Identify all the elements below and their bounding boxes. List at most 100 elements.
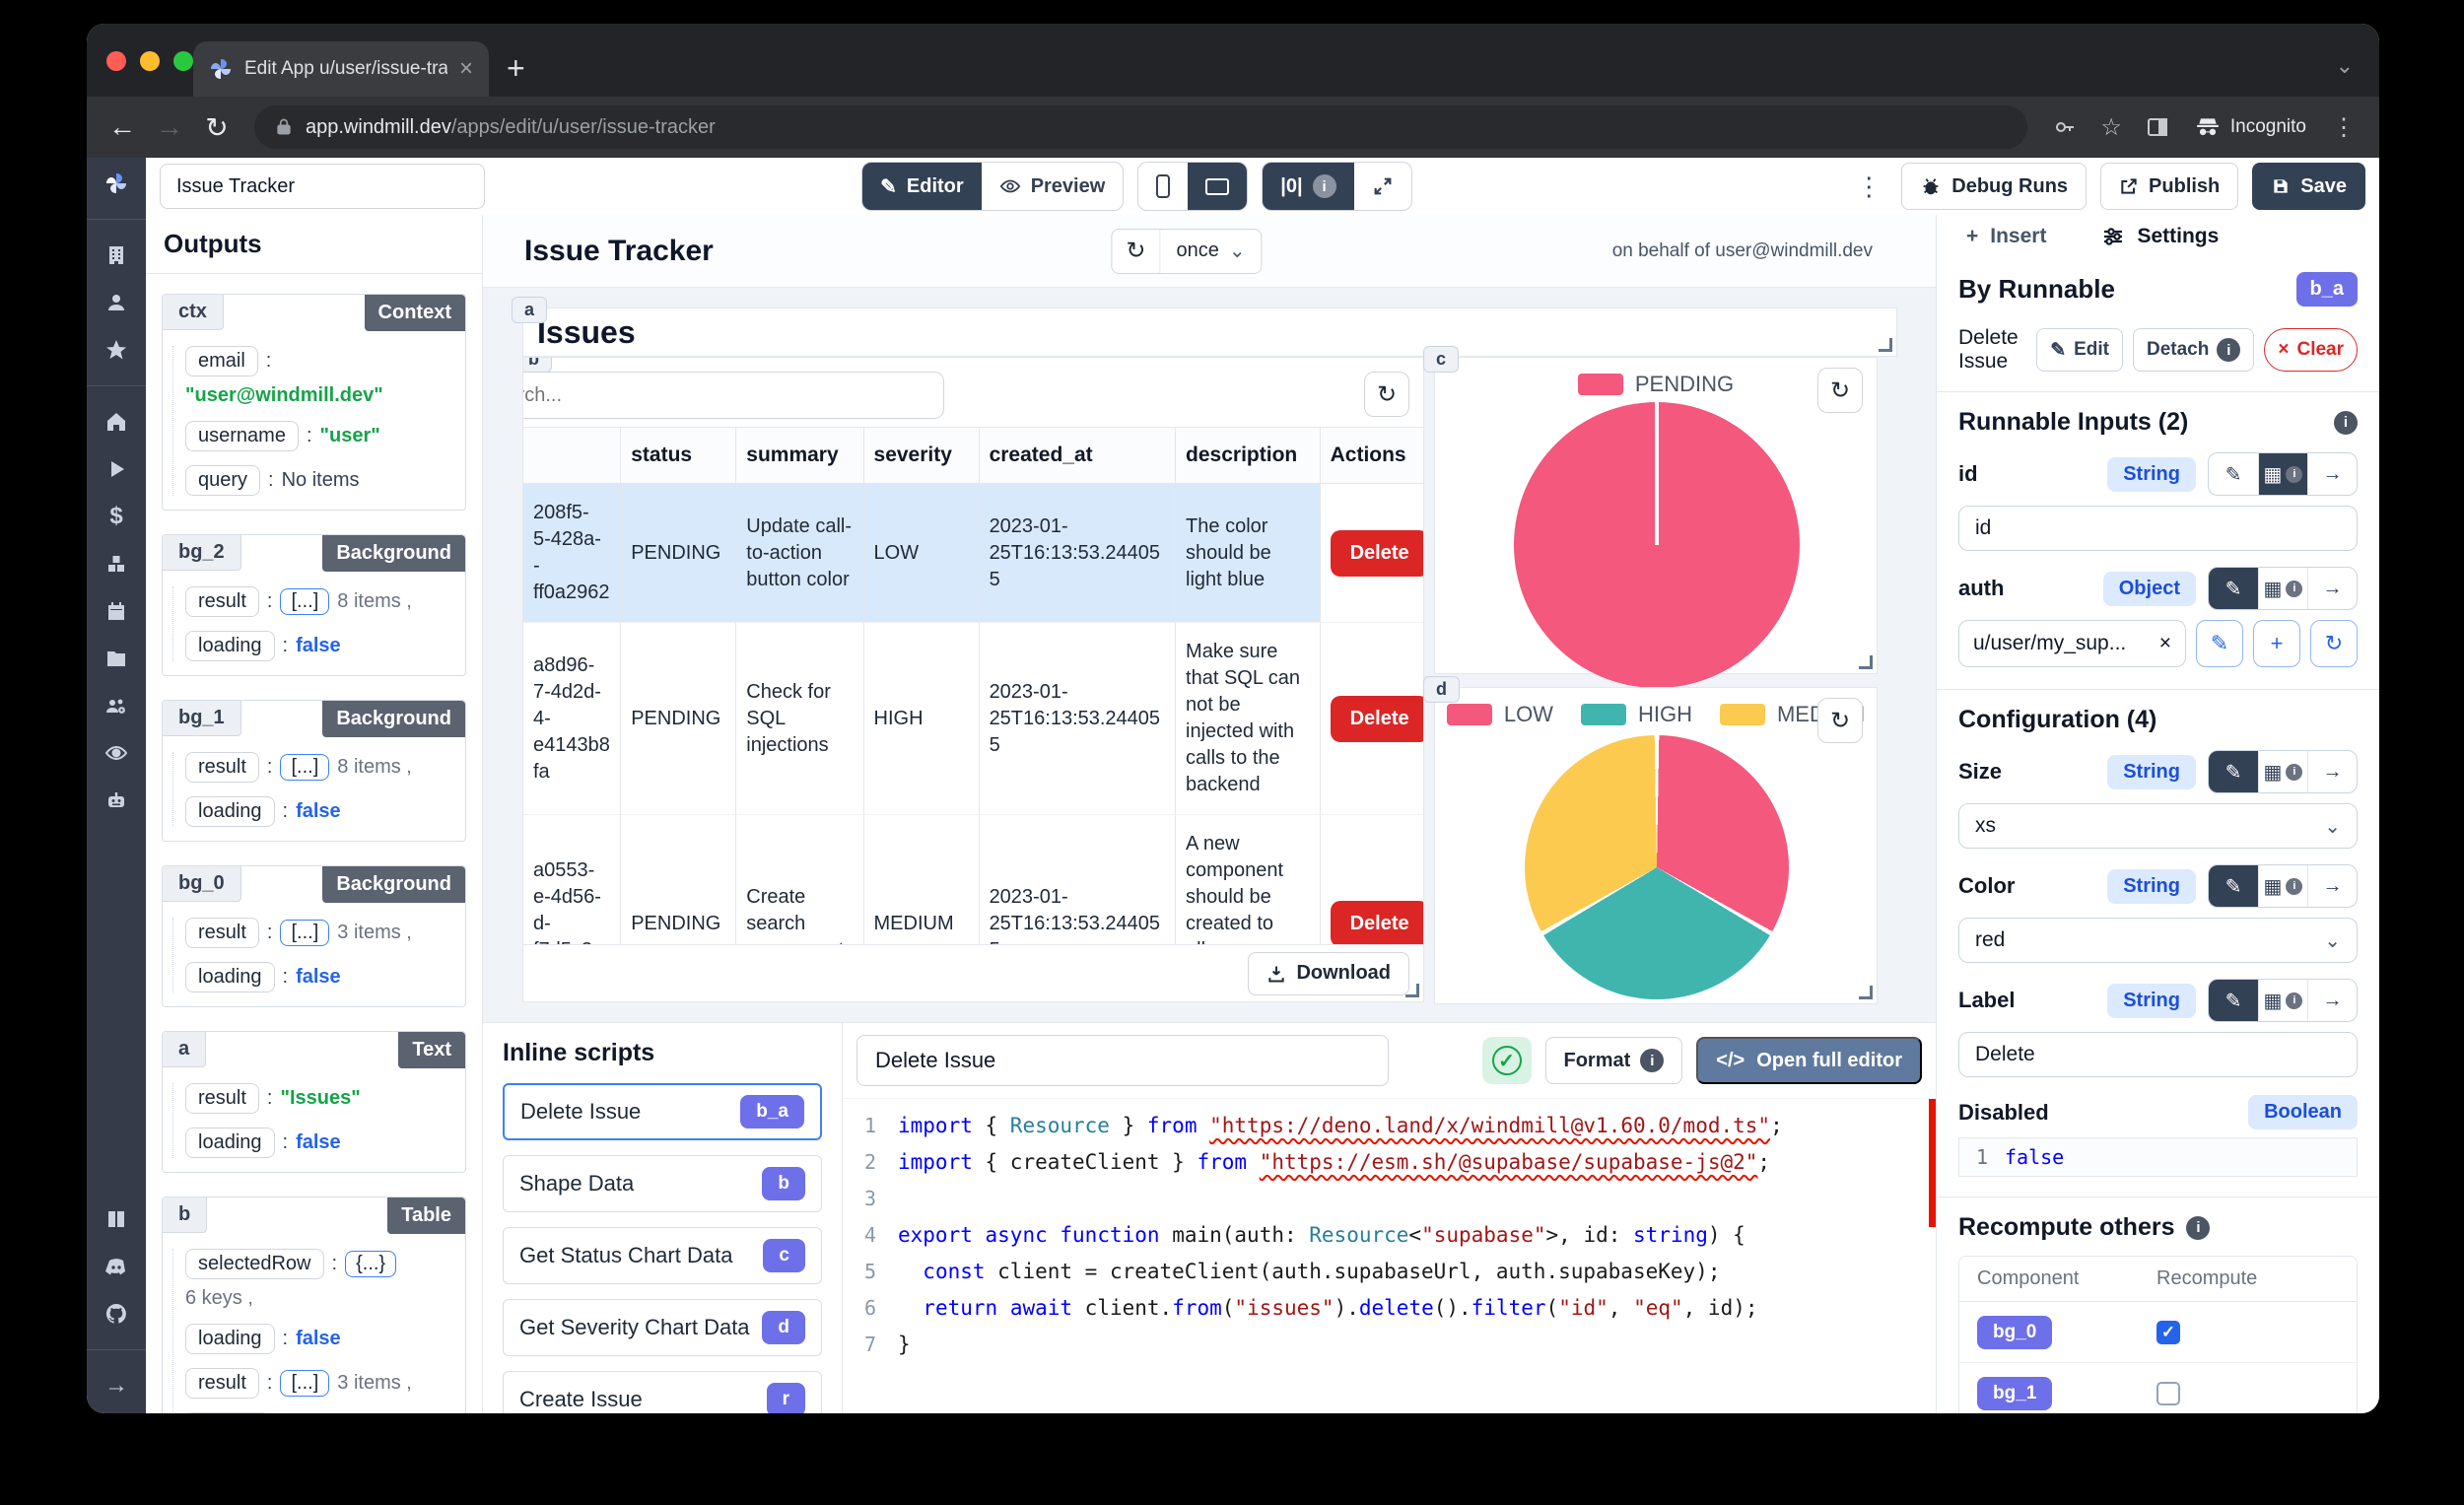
collapse-arrow-icon[interactable]: → (104, 1372, 128, 1399)
browser-menu-kebab-icon[interactable]: ⋮ (2332, 113, 2356, 141)
app-menu-kebab-icon[interactable]: ⋮ (1856, 171, 1882, 201)
table-header-cell[interactable]: summary (735, 427, 864, 484)
runs-play-icon[interactable] (104, 457, 128, 481)
output-key-chip[interactable]: result (185, 1368, 259, 1399)
output-key-chip[interactable]: search (185, 1412, 271, 1413)
table-component-b[interactable]: b ↻ statussummaryseveritycreated_atdescr… (522, 357, 1424, 1002)
recompute-checkbox[interactable] (2156, 1381, 2180, 1405)
maximize-window-button[interactable] (173, 51, 193, 71)
groups-users-icon[interactable] (104, 694, 128, 718)
user-icon[interactable] (104, 291, 128, 314)
pencil-mode-button[interactable]: ✎ (2224, 463, 2242, 486)
publish-button[interactable]: Publish (2100, 163, 2239, 210)
output-component-id[interactable]: bg_2 (163, 535, 241, 571)
inline-script-item[interactable]: Create Issue r (503, 1371, 822, 1413)
window-controls[interactable] (106, 51, 193, 71)
mobile-view-button[interactable] (1138, 163, 1188, 210)
grid-mode-button[interactable]: ▦ i (2258, 980, 2307, 1021)
table-refresh-button[interactable]: ↻ (1364, 372, 1409, 417)
recompute-checkbox[interactable]: ✓ (2156, 1320, 2180, 1344)
arrow-mode-button[interactable]: → (2307, 568, 2357, 609)
output-key-chip[interactable]: result (185, 1083, 259, 1114)
pie-d-refresh-button[interactable]: ↻ (1817, 698, 1863, 743)
preview-tab[interactable]: Preview (982, 163, 1124, 210)
table-header-cell[interactable]: Actions (1319, 427, 1423, 484)
disabled-code-editor[interactable]: 1 false (1958, 1137, 2358, 1177)
pie-c-refresh-button[interactable]: ↻ (1817, 368, 1863, 413)
variables-dollar-icon[interactable]: $ (109, 503, 123, 529)
output-key-chip[interactable]: result (185, 586, 259, 617)
windmill-logo-icon[interactable] (104, 171, 128, 195)
refresh-icon[interactable]: ↻ (1112, 229, 1161, 273)
arrow-mode-button[interactable]: → (2307, 865, 2357, 907)
legend-item[interactable]: LOW (1446, 702, 1553, 727)
home-icon[interactable] (104, 410, 128, 434)
delete-row-button[interactable]: Delete (1330, 901, 1423, 947)
output-component-id[interactable]: a (163, 1032, 207, 1067)
grid-mode-button[interactable]: ▦ i (2258, 865, 2307, 907)
config-select[interactable]: red ⌄ (1958, 918, 2358, 963)
minimize-window-button[interactable] (140, 51, 160, 71)
grid-mode-button[interactable]: ▦ i (2258, 568, 2307, 609)
url-bar[interactable]: app.windmill.dev/apps/edit/u/user/issue-… (254, 105, 2028, 149)
output-key-chip[interactable]: username (185, 421, 299, 451)
table-row[interactable]: 208f5- 5-428a- - ff0a2962 PENDING Update call… (523, 483, 1423, 623)
open-full-editor-button[interactable]: </> Open full editor (1696, 1037, 1922, 1084)
output-component-id[interactable]: bg_1 (163, 701, 241, 736)
config-select[interactable]: xs ⌄ (1958, 803, 2358, 849)
output-component-id[interactable]: ctx (163, 295, 224, 330)
config-input[interactable] (1958, 1032, 2358, 1077)
legend-item[interactable]: PENDING (1577, 372, 1734, 397)
output-key-chip[interactable]: loading (185, 962, 275, 992)
output-expand-box[interactable]: [...] (280, 920, 330, 946)
delete-row-button[interactable]: Delete (1330, 529, 1423, 577)
bookmark-star-icon[interactable]: ☆ (2100, 113, 2122, 141)
auth-add-button[interactable]: + (2253, 620, 2300, 667)
favorites-star-icon[interactable] (104, 338, 128, 362)
desktop-view-button[interactable] (1188, 163, 1248, 210)
text-component-a[interactable]: a Issues (512, 297, 1897, 357)
forward-button[interactable]: → (156, 111, 183, 142)
grid-mode-button[interactable]: ▦ i (2258, 751, 2307, 792)
tab-close-icon[interactable]: × (458, 55, 473, 82)
table-header-cell[interactable]: status (620, 427, 736, 484)
github-icon[interactable] (104, 1302, 128, 1326)
save-button[interactable]: Save (2252, 163, 2365, 210)
auth-resource-input[interactable]: u/user/my_sup... × (1958, 620, 2186, 667)
output-expand-box[interactable]: [...] (280, 754, 330, 781)
audit-eye-icon[interactable] (104, 741, 128, 765)
table-header-cell[interactable]: severity (862, 427, 980, 484)
delete-row-button[interactable]: Delete (1330, 695, 1423, 742)
tab-insert[interactable]: + Insert (1966, 225, 2047, 247)
output-key-chip[interactable]: email (185, 346, 258, 376)
resources-cubes-icon[interactable] (104, 552, 128, 576)
table-header-cell[interactable]: created_at (978, 427, 1176, 484)
clear-x-icon[interactable]: × (2158, 632, 2171, 654)
output-component-id[interactable]: bg_0 (163, 866, 241, 902)
output-key-chip[interactable]: result (185, 752, 259, 783)
refresh-mode-dropdown[interactable]: once ⌄ (1176, 239, 1246, 262)
output-key-chip[interactable]: loading (185, 1324, 275, 1354)
table-search-input[interactable] (523, 372, 944, 419)
output-expand-box[interactable]: [...] (280, 588, 330, 615)
ai-robot-icon[interactable] (104, 788, 128, 812)
tab-search-chevron-icon[interactable]: ⌄ (2335, 53, 2354, 78)
schedules-calendar-icon[interactable] (104, 599, 128, 623)
clear-button[interactable]: × Clear (2264, 328, 2358, 372)
table-header-cell[interactable] (523, 427, 621, 484)
tab-settings[interactable]: Settings (2101, 225, 2219, 248)
edit-button[interactable]: ✎ Edit (2036, 328, 2123, 372)
browser-tab[interactable]: Edit App u/user/issue-tracker | × (193, 41, 489, 97)
arrow-mode-button[interactable]: → (2307, 751, 2357, 792)
pencil-mode-button[interactable]: ✎ (2209, 568, 2258, 609)
pencil-mode-button[interactable]: ✎ (2209, 865, 2258, 907)
arrow-mode-button[interactable]: → (2307, 453, 2357, 495)
discord-icon[interactable] (104, 1255, 128, 1278)
pencil-mode-button[interactable]: ✎ (2209, 980, 2258, 1021)
inline-script-item[interactable]: Shape Data b (503, 1155, 822, 1212)
output-key-chip[interactable]: selectedRow (185, 1249, 324, 1279)
auth-refresh-button[interactable]: ↻ (2310, 620, 2358, 667)
pie-chart-component-d[interactable]: d LOWHIGHMEDIUM ↻ (1423, 676, 1878, 1004)
script-name-input[interactable] (856, 1035, 1389, 1086)
output-component-id[interactable]: b (163, 1197, 208, 1233)
